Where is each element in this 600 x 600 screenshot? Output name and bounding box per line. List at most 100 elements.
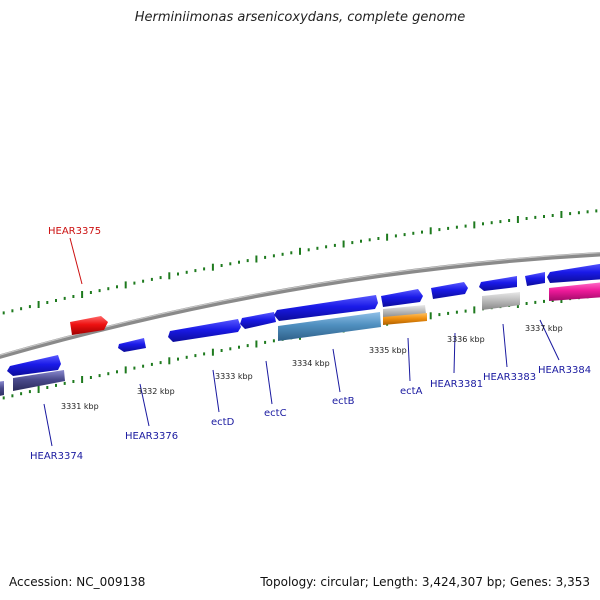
kbp-label-3334: 3334 kbp <box>292 359 330 368</box>
outer-tick <box>20 307 23 311</box>
outer-tick <box>316 246 319 250</box>
outer-tick <box>63 296 66 300</box>
inner-tick <box>150 362 153 366</box>
outer-tick <box>203 267 206 271</box>
outer-tick <box>89 291 92 294</box>
outer-tick <box>133 281 136 285</box>
outer-tick <box>211 263 214 271</box>
gene-label-hear3381[interactable]: HEAR3381 <box>430 379 483 390</box>
gene-label-ectd[interactable]: ectD <box>211 417 235 428</box>
gene-hear3380-forward[interactable] <box>381 289 423 307</box>
outer-tick <box>586 210 589 214</box>
outer-tick <box>159 276 162 280</box>
inner-tick <box>168 357 171 365</box>
gene-hear3376[interactable] <box>118 338 146 352</box>
outer-tick <box>81 291 84 298</box>
outer-tick <box>534 215 537 219</box>
outer-tick <box>116 285 118 289</box>
inner-tick <box>116 370 118 374</box>
outer-tick <box>72 295 75 298</box>
gene-label-hear3384[interactable]: HEAR3384 <box>538 365 591 376</box>
inner-tick <box>133 366 136 370</box>
outer-tick <box>377 237 380 240</box>
outer-tick <box>429 227 432 235</box>
outer-tick <box>490 221 493 225</box>
gene-hear3384-upper[interactable] <box>547 263 600 283</box>
inner-tick <box>220 349 223 352</box>
outer-tick <box>194 269 197 273</box>
inner-tick <box>124 366 127 374</box>
gene-ectc[interactable] <box>240 312 276 329</box>
gene-ectb[interactable] <box>274 295 378 321</box>
outer-tick <box>525 217 528 220</box>
gene-label-hear3374[interactable]: HEAR3374 <box>30 451 83 462</box>
outer-tick <box>272 254 275 258</box>
inner-tick <box>229 347 232 351</box>
inner-tick <box>11 394 14 398</box>
outer-tick <box>177 272 179 276</box>
inner-tick <box>142 364 145 368</box>
outer-tick <box>516 216 519 223</box>
outer-tick <box>543 215 545 218</box>
outer-tick <box>473 221 476 229</box>
gene-hear3383[interactable] <box>482 292 520 310</box>
outer-tick <box>438 228 441 232</box>
inner-tick <box>177 357 179 361</box>
gene-label-hear3376[interactable]: HEAR3376 <box>125 431 178 442</box>
gene-hear3373[interactable] <box>0 381 4 397</box>
outer-tick <box>290 251 293 255</box>
gene-ecta-track2[interactable] <box>383 313 427 325</box>
outer-tick <box>299 247 301 255</box>
outer-tick <box>55 299 57 302</box>
inner-tick <box>203 352 206 356</box>
gene-hear3381[interactable] <box>479 276 517 291</box>
outer-tick <box>421 230 423 234</box>
inner-tick <box>246 344 249 348</box>
inner-tick <box>238 345 240 349</box>
kbp-label-3332: 3332 kbp <box>137 387 175 396</box>
outer-tick <box>595 209 598 213</box>
gene-hear3382-forward[interactable] <box>431 282 468 299</box>
outer-tick <box>220 264 223 267</box>
outer-tick <box>351 241 354 245</box>
gene-ectb-track2[interactable] <box>278 312 381 341</box>
leader-lines <box>43 237 560 447</box>
kbp-label-3331: 3331 kbp <box>61 402 99 411</box>
outer-tick <box>168 272 171 280</box>
outer-tick <box>255 255 258 263</box>
accession-text: Accession: NC_009138 <box>9 575 146 589</box>
outer-tick <box>577 211 580 215</box>
inner-tick <box>63 381 66 385</box>
outer-tick <box>508 219 511 222</box>
genome-summary-text: Topology: circular; Length: 3,424,307 bp… <box>260 575 590 589</box>
outer-tick <box>412 231 415 235</box>
inner-tick <box>2 396 5 400</box>
outer-tick <box>499 220 502 224</box>
inner-tick <box>159 361 162 365</box>
gene-label-ectb[interactable]: ectB <box>332 396 355 407</box>
outer-tick <box>246 259 249 263</box>
inner-tick <box>525 302 528 305</box>
gene-label-hear3375[interactable]: HEAR3375 <box>48 226 101 237</box>
gene-label-hear3383[interactable]: HEAR3383 <box>483 372 536 383</box>
outer-tick <box>482 222 484 226</box>
outer-tick <box>185 270 188 274</box>
gene-hear3375[interactable] <box>70 316 108 335</box>
inner-tick <box>46 386 49 389</box>
gene-label-ectc[interactable]: ectC <box>264 408 287 419</box>
map-title: Herminiimonas arsenicoxydans, complete g… <box>134 10 466 25</box>
inner-tick <box>185 355 188 359</box>
outer-tick <box>386 233 389 241</box>
inner-tick <box>473 306 476 314</box>
gene-label-ecta[interactable]: ectA <box>400 386 423 397</box>
inner-tick <box>534 300 537 304</box>
gene-hear3374[interactable] <box>13 370 65 391</box>
outer-tick <box>325 245 328 249</box>
gene-ectd[interactable] <box>168 319 241 342</box>
inner-tick <box>28 390 31 394</box>
gene-hear3384[interactable] <box>549 282 600 301</box>
outer-tick <box>142 279 145 283</box>
gene-hear3374-upper[interactable] <box>7 355 61 376</box>
gene-hear3385-forward[interactable] <box>525 272 545 286</box>
